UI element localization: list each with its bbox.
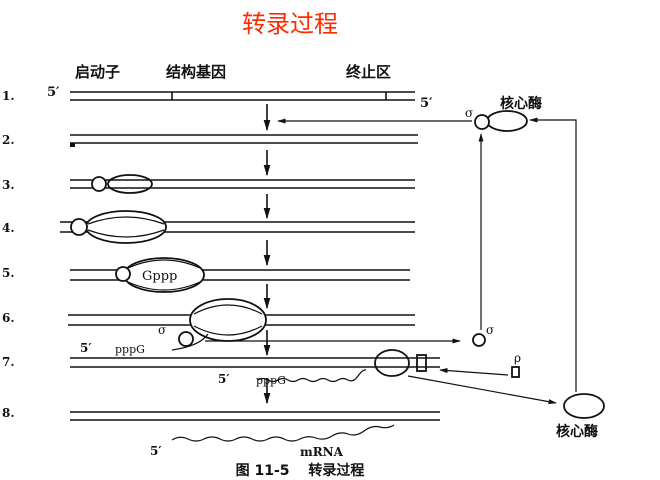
rho-label: ρ (514, 351, 521, 365)
core-enzyme-label: 核心酶 (556, 423, 598, 440)
core-enzyme-label: 核心酶 (500, 95, 542, 112)
step-7-number: 7. (2, 355, 15, 369)
header-terminator: 终止区 (346, 63, 391, 81)
step-7-termination (70, 349, 440, 383)
step-8-number: 8. (2, 406, 15, 420)
holoenzyme (474, 110, 528, 132)
slide-title: 转录过程 (242, 10, 338, 38)
step-1-number: 1. (2, 89, 15, 103)
step-8-dna-and-mrna (70, 411, 440, 442)
header-structural-gene: 结构基因 (166, 63, 226, 81)
step-5-number: 5. (2, 266, 15, 280)
five-prime-label: 5′ (150, 444, 162, 458)
five-prime-label: 5′ (80, 341, 92, 355)
step-5-initiation (70, 257, 410, 293)
step-2-number: 2. (2, 133, 15, 147)
step-6-number: 6. (2, 311, 15, 325)
sigma-label: σ (465, 106, 473, 120)
step-2-dna (70, 134, 418, 147)
five-prime-label: 5′ (420, 96, 433, 111)
step-6-elongation (68, 298, 415, 351)
pppg-label: pppG (115, 343, 145, 356)
five-prime-label: 5′ (47, 85, 60, 100)
header-promoter: 启动子 (75, 63, 120, 81)
rho-factor (511, 366, 520, 378)
pppg-label: pppG (256, 374, 286, 387)
step-4-open-complex (60, 210, 415, 244)
core-release-arrow (407, 375, 557, 405)
core-enzyme (563, 393, 605, 419)
step-3-number: 3. (2, 178, 15, 192)
five-prime-label: 5′ (218, 372, 230, 386)
core-recycle-arrow (529, 117, 577, 392)
sigma-label: σ (486, 323, 494, 337)
step-3-closed-complex (70, 174, 415, 194)
rho-binding-arrow (439, 368, 509, 376)
step-4-number: 4. (2, 221, 15, 235)
mrna-label: mRNA (300, 445, 344, 459)
gppp-label: Gppp (142, 269, 177, 284)
figure-caption: 图 11-5 转录过程 (236, 462, 365, 479)
step-1-dna (70, 91, 415, 101)
sigma-label: σ (158, 323, 166, 337)
